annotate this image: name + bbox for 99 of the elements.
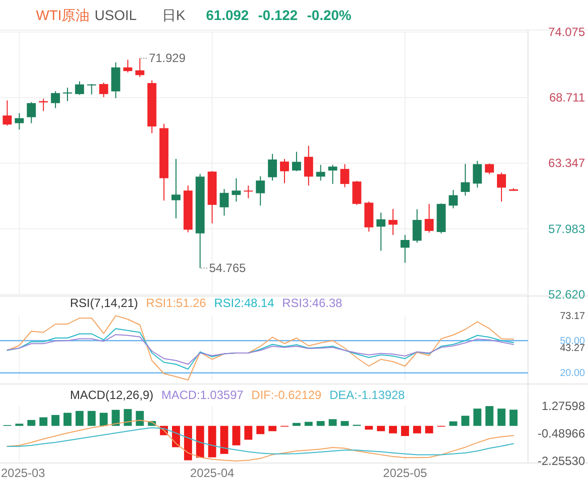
candlestick (63, 87, 72, 102)
annotation: -0.122 (258, 7, 298, 23)
bar (473, 408, 482, 426)
title: RSI(7,14,21) (70, 296, 138, 310)
ytick: -2.25530 (538, 454, 585, 468)
subtitle: USOIL (94, 7, 137, 23)
ytick: 63.347 (548, 156, 585, 170)
bar (497, 408, 506, 426)
bar (51, 414, 60, 426)
title: MACD(12,26,9) (70, 388, 154, 402)
bar (376, 426, 385, 432)
candlestick (38, 98, 48, 112)
bar (304, 422, 313, 426)
bar (220, 426, 228, 454)
candlestick (388, 208, 398, 236)
bar (136, 410, 144, 426)
candlestick (26, 102, 36, 124)
candlestick (111, 62, 120, 99)
candlestick (99, 82, 108, 98)
xtick: 2025-05 (383, 466, 428, 480)
bar (510, 410, 518, 426)
bar (485, 406, 494, 426)
ytick: 74.075 (548, 25, 585, 39)
xtick: 2025-03 (1, 466, 46, 480)
bar (461, 416, 470, 426)
bar (340, 421, 349, 426)
candlestick (328, 164, 338, 184)
bar (292, 422, 301, 426)
bar (316, 421, 325, 426)
candlestick (220, 188, 229, 216)
ytick: 1.27598 (542, 399, 585, 413)
candlestick (340, 164, 350, 188)
bar (196, 426, 204, 458)
candlestick (424, 203, 434, 234)
candlestick (472, 160, 482, 188)
bar (27, 420, 36, 426)
ytick: 43.27 (560, 343, 585, 354)
candlestick (316, 164, 326, 182)
ytick: 73.17 (560, 311, 585, 322)
candlestick (448, 189, 458, 209)
bar (425, 426, 434, 434)
series-name: RSI2:48.14 (214, 296, 274, 310)
bar (100, 412, 108, 426)
ytick: 57.983 (548, 222, 585, 236)
ytick: 52.620 (548, 287, 585, 302)
candlestick (123, 59, 132, 73)
candlestick (268, 153, 277, 182)
bar (328, 419, 337, 426)
series-name: MACD:1.03597 (161, 388, 244, 402)
candlestick (352, 180, 362, 206)
bar (88, 410, 96, 426)
bar (244, 426, 252, 440)
candlestick (75, 80, 84, 96)
series-name: RSI3:46.38 (282, 296, 342, 310)
candlestick (280, 158, 289, 184)
annotation: 71.929 (148, 51, 186, 66)
candlestick (244, 185, 253, 199)
ytick: 68.711 (549, 90, 585, 105)
candlestick (292, 151, 302, 172)
candlestick (376, 212, 386, 252)
bar (256, 426, 264, 434)
series-name: RSI1:51.26 (146, 296, 206, 310)
candlestick (304, 145, 314, 186)
candlestick (496, 172, 506, 202)
candlestick (412, 208, 422, 244)
bar (449, 421, 458, 426)
bar (39, 417, 48, 426)
bar (268, 426, 276, 432)
title: WTI原油 (36, 7, 90, 23)
annotation: 54.765 (209, 261, 246, 276)
ref-label: 20.00 (560, 368, 585, 380)
candlestick (14, 112, 24, 130)
bar (112, 410, 120, 426)
candlestick (460, 163, 470, 196)
candlestick (2, 100, 12, 126)
candlestick (172, 158, 180, 219)
candlestick (87, 84, 96, 95)
bar (124, 409, 132, 426)
bar (388, 426, 397, 434)
annotation: -0.20% (307, 7, 352, 23)
candlestick (400, 234, 410, 264)
bar (232, 426, 240, 446)
bar (364, 426, 373, 430)
candlestick (232, 178, 241, 202)
bar (413, 426, 422, 434)
bar (184, 426, 192, 460)
candlestick (484, 163, 494, 175)
bar (208, 426, 216, 458)
annotation: 61.092 (206, 7, 249, 23)
bar (76, 410, 84, 426)
xtick: 2025-04 (190, 466, 234, 480)
candlestick (50, 90, 60, 109)
candlestick (256, 176, 265, 206)
ytick: -0.48966 (538, 426, 585, 440)
bar (401, 426, 410, 436)
series-name: DIF:-0.62129 (251, 388, 322, 402)
annotation: 日K (162, 7, 186, 23)
series-name: DEA:-1.13928 (329, 388, 405, 402)
bar (64, 412, 72, 426)
